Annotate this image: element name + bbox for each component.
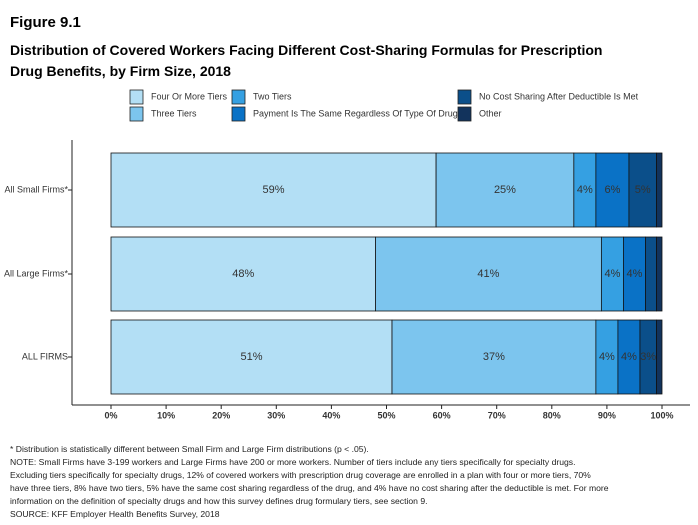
note: * Distribution is statistically differen… bbox=[10, 444, 369, 454]
note: NOTE: Small Firms have 3-199 workers and… bbox=[10, 457, 609, 506]
x-tick-label: 0% bbox=[104, 410, 117, 420]
chart-title: Distribution of Covered Workers Facing D… bbox=[10, 42, 603, 79]
x-tick-label: 40% bbox=[322, 410, 340, 420]
legend-label: No Cost Sharing After Deductible Is Met bbox=[479, 91, 639, 101]
data-label: 59% bbox=[263, 184, 285, 196]
legend-swatch bbox=[457, 106, 472, 122]
legend-swatch bbox=[231, 106, 246, 122]
data-label: 48% bbox=[232, 268, 254, 280]
bar-segment bbox=[375, 236, 602, 312]
legend-swatch bbox=[129, 106, 144, 122]
bar-segment bbox=[656, 236, 663, 312]
x-tick-label: 20% bbox=[212, 410, 230, 420]
x-tick-label: 100% bbox=[650, 410, 673, 420]
x-tick-label: 70% bbox=[488, 410, 506, 420]
bar-segment bbox=[595, 152, 630, 228]
chart: Four Or More Tiers Three Tiers Two Tiers Pa… bbox=[4, 89, 690, 420]
data-label: 37% bbox=[483, 351, 505, 363]
bar-segment bbox=[110, 236, 376, 312]
legend-label: Four Or More Tiers bbox=[151, 91, 228, 101]
bar-segment bbox=[656, 152, 663, 228]
data-label: 41% bbox=[477, 268, 499, 280]
bar-segment bbox=[110, 319, 393, 395]
bar-segment bbox=[656, 319, 663, 395]
note: SOURCE: KFF Employer Health Benefits Sur… bbox=[10, 509, 220, 519]
x-tick-label: 30% bbox=[267, 410, 285, 420]
y-tick-label: All Small Firms* bbox=[4, 184, 68, 194]
y-tick-label: ALL FIRMS bbox=[22, 351, 68, 361]
data-label: 4% bbox=[577, 184, 593, 196]
legend-label: Other bbox=[479, 108, 502, 118]
legend-swatch bbox=[129, 89, 144, 105]
data-label: 3% bbox=[640, 351, 656, 363]
data-label: 4% bbox=[604, 268, 620, 280]
x-tick-label: 90% bbox=[598, 410, 616, 420]
data-label: 51% bbox=[240, 351, 262, 363]
data-label: 25% bbox=[494, 184, 516, 196]
legend-swatch bbox=[231, 89, 246, 105]
data-label: 4% bbox=[621, 351, 637, 363]
data-label: 4% bbox=[626, 268, 642, 280]
data-label: 5% bbox=[635, 184, 651, 196]
data-label: 4% bbox=[599, 351, 615, 363]
figure-label: Figure 9.1 bbox=[10, 14, 81, 31]
legend-label: Three Tiers bbox=[151, 108, 197, 118]
x-tick-label: 60% bbox=[433, 410, 451, 420]
x-tick-label: 50% bbox=[377, 410, 395, 420]
data-label: 6% bbox=[604, 184, 620, 196]
notes: * Distribution is statistically differen… bbox=[10, 443, 610, 521]
x-tick-label: 80% bbox=[543, 410, 561, 420]
bar-segment bbox=[628, 152, 657, 228]
legend-label: Two Tiers bbox=[253, 91, 292, 101]
bar-segment bbox=[110, 152, 437, 228]
bar-segment bbox=[645, 236, 657, 312]
y-tick-label: All Large Firms* bbox=[4, 268, 69, 278]
bar-segment bbox=[391, 319, 597, 395]
legend-label: Payment Is The Same Regardless Of Type O… bbox=[253, 108, 458, 118]
x-tick-label: 10% bbox=[157, 410, 175, 420]
legend-swatch bbox=[457, 89, 472, 105]
bar-segment bbox=[435, 152, 575, 228]
